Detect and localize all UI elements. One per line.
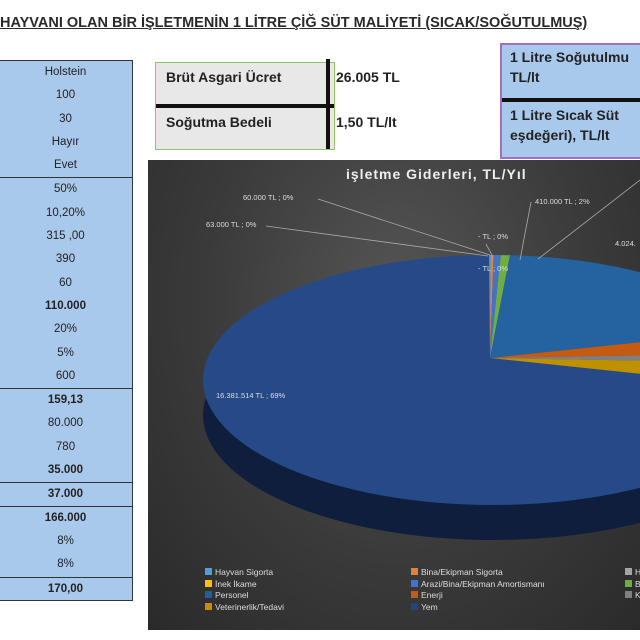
warm-milk-label: 1 Litre Sıcak Süt: [510, 107, 619, 123]
legend-label: Personel: [215, 590, 249, 600]
parameter-values-column: Holstein 100 30 Hayır Evet 50% 10,20% 315 ,00 39…: [0, 60, 133, 602]
value-cell: 159,13: [47, 394, 84, 407]
chart-title: işletme Giderleri, TL/Yıl: [346, 166, 527, 182]
legend-swatch: [411, 579, 418, 587]
legend-item[interactable]: Arazi/Bina/Ekipman Amortismanı: [411, 579, 545, 591]
legend-column: Bina/Ekipman Sigorta Arazi/Bina/Ekipman A…: [411, 567, 545, 613]
value-cell: 35.000: [47, 464, 84, 477]
legend-label: Yem: [421, 601, 438, 612]
legend-column: Hayvan Sigorta İnek İkame Personel Veterine…: [205, 567, 284, 613]
value-cell: 10,20%: [45, 206, 85, 219]
legend-swatch: [411, 568, 418, 575]
legend-swatch: [625, 591, 632, 598]
min-wage-label: Brüt Asgari Ücret: [166, 69, 282, 85]
wage-cooling-table: Brüt Asgari Ücret 26.005 TL Soğutma Bede…: [155, 59, 400, 151]
legend-label: Veterinerlik/Tedavi: [215, 601, 284, 612]
legend-item[interactable]: Bir: [625, 579, 640, 591]
leader-line: [485, 243, 494, 258]
data-label: 63.000 TL ; 0%: [206, 220, 257, 229]
row-min-wage: Brüt Asgari Ücret 26.005 TL: [156, 63, 400, 106]
legend-label: Hayvan Sigorta: [215, 567, 274, 577]
legend-column: HaBirKo: [625, 567, 640, 602]
value-group: 50% 10,20% 315 ,00 390 60 110.000 20% 5% 600: [0, 178, 132, 390]
leader-line: [317, 198, 491, 256]
legend-swatch: [205, 568, 212, 575]
value-cell: 5%: [57, 346, 74, 359]
legend-swatch: [205, 591, 212, 598]
value-cell: 110.000: [45, 299, 86, 312]
legend-label: Bina/Ekipman Sigorta: [421, 567, 503, 577]
expenses-pie-chart[interactable]: işletme Giderleri, TL/Yıl 60.000 TL ; 0%…: [148, 160, 640, 630]
legend-swatch: [625, 568, 632, 575]
leader-line: [519, 201, 532, 261]
leader-line: [265, 225, 489, 257]
legend-swatch: [625, 579, 632, 587]
legend-item[interactable]: Ha: [625, 567, 640, 579]
value-group: Holstein 100 30 Hayır Evet: [0, 61, 132, 179]
value-group: 159,13 80.000 780 35.000: [0, 389, 132, 484]
legend-label: İnek İkame: [215, 578, 257, 589]
divider: [156, 104, 334, 108]
legend-swatch: [411, 602, 418, 610]
legend-item[interactable]: Bina/Ekipman Sigorta: [411, 567, 545, 579]
legend-item[interactable]: Ko: [625, 590, 640, 602]
value-group: 37.000: [0, 483, 132, 507]
data-label: 410.000 TL ; 2%: [535, 197, 590, 206]
value-cell: 50%: [53, 183, 78, 196]
value-cell: 315 ,00: [46, 230, 85, 243]
legend-swatch: [205, 602, 212, 610]
data-label: - TL ; 0%: [478, 232, 509, 241]
data-label: 16.381.514 TL ; 69%: [216, 391, 286, 400]
pie-slice-personel[interactable]: [490, 160, 640, 358]
data-label: 60.000 TL ; 0%: [243, 193, 294, 202]
legend-item[interactable]: İnek İkame: [205, 579, 284, 591]
legend-label: Enerji: [421, 590, 443, 600]
value-cell: 37.000: [47, 488, 84, 501]
value-cell: 30: [59, 112, 72, 125]
value-cell: 600: [55, 369, 76, 382]
min-wage-value: 26.005 TL: [336, 69, 400, 85]
value-cell: 8%: [57, 535, 74, 548]
value-cell: 80.000: [47, 417, 84, 430]
row-cooling-cost: Soğutma Bedeli 1,50 TL/lt: [156, 108, 397, 151]
legend-label: Bir: [635, 578, 640, 589]
cooling-cost-value: 1,50 TL/lt: [336, 114, 397, 130]
value-group: 166.000 8% 8%: [0, 507, 132, 578]
legend-item[interactable]: Enerji: [411, 590, 545, 602]
value-cell: 780: [55, 440, 76, 453]
warm-milk-unit: eşdeğeri), TL/lt: [510, 127, 610, 143]
value-cell: 20%: [53, 323, 78, 336]
data-label: - TL ; 0%: [478, 264, 509, 273]
legend-item[interactable]: Personel: [205, 590, 284, 602]
data-label: 4.024.: [615, 239, 636, 248]
legend-label: Ha: [635, 567, 640, 577]
value-cell: 166.000: [44, 511, 87, 524]
legend-swatch: [411, 591, 418, 598]
cooled-milk-label: 1 Litre Soğutulmu: [510, 49, 629, 65]
cooling-cost-label: Soğutma Bedeli: [166, 114, 272, 130]
value-cell: Holstein: [44, 66, 87, 78]
divider: [502, 98, 640, 102]
page-title: HAYVANI OLAN BİR İŞLETMENİN 1 LİTRE ÇİĞ …: [0, 15, 588, 31]
legend-label: Arazi/Bina/Ekipman Amortismanı: [421, 578, 545, 589]
legend-item[interactable]: Yem: [411, 602, 545, 614]
value-cell: Hayır: [51, 135, 80, 148]
value-cell: 100: [55, 89, 76, 102]
value-cell: 8%: [57, 558, 74, 571]
legend-item[interactable]: Veterinerlik/Tedavi: [205, 602, 284, 614]
cooled-milk-unit: TL/lt: [510, 69, 540, 85]
value-cell: 60: [59, 276, 72, 289]
value-cell: Evet: [53, 159, 77, 172]
legend-item[interactable]: Hayvan Sigorta: [205, 567, 284, 579]
value-cell: 390: [55, 253, 76, 266]
leader-line: [537, 179, 640, 260]
result-box: 1 Litre Soğutulmu TL/lt 1 Litre Sıcak Sü…: [500, 43, 640, 159]
value-cell: 170,00: [47, 582, 84, 595]
value-group: 170,00: [0, 578, 132, 601]
legend-label: Ko: [635, 590, 640, 600]
legend-swatch: [205, 579, 212, 587]
